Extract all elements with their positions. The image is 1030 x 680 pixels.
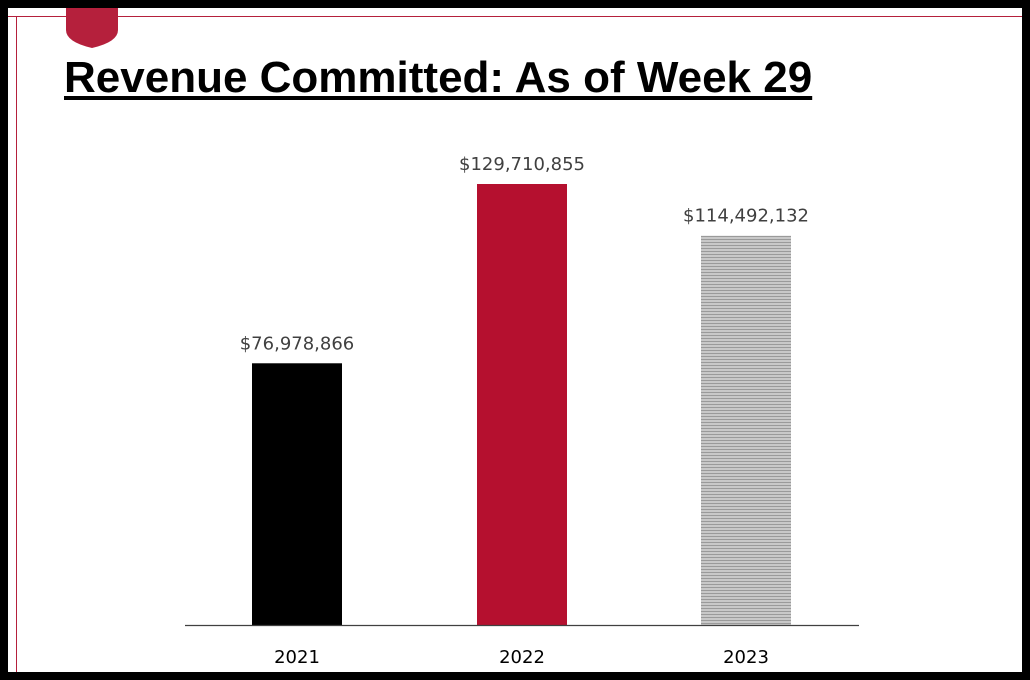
bar-2022 — [477, 184, 567, 625]
shield-logo-icon — [66, 8, 118, 48]
x-axis-ticks-layer: 2021 2022 2023 — [274, 647, 769, 668]
x-tick-label-2023: 2023 — [723, 647, 769, 668]
data-label-2023: $114,492,132 — [683, 206, 809, 227]
x-tick-label-2021: 2021 — [274, 647, 320, 668]
data-label-2022: $129,710,855 — [459, 154, 585, 175]
slide: Revenue Committed: As of Week 29 $76,978… — [8, 8, 1022, 672]
data-label-2021: $76,978,866 — [240, 333, 355, 354]
bar-2023 — [701, 235, 791, 625]
accent-rule-top — [8, 16, 1022, 17]
x-tick-label-2022: 2022 — [499, 647, 545, 668]
slide-title: Revenue Committed: As of Week 29 — [64, 53, 813, 102]
accent-rule-left — [16, 16, 17, 672]
bars-layer — [252, 184, 791, 625]
bar-chart: $76,978,866 $129,710,855 $114,492,132 2021… — [185, 154, 859, 668]
bar-2021 — [252, 363, 342, 625]
data-labels-layer: $76,978,866 $129,710,855 $114,492,132 — [240, 154, 809, 354]
